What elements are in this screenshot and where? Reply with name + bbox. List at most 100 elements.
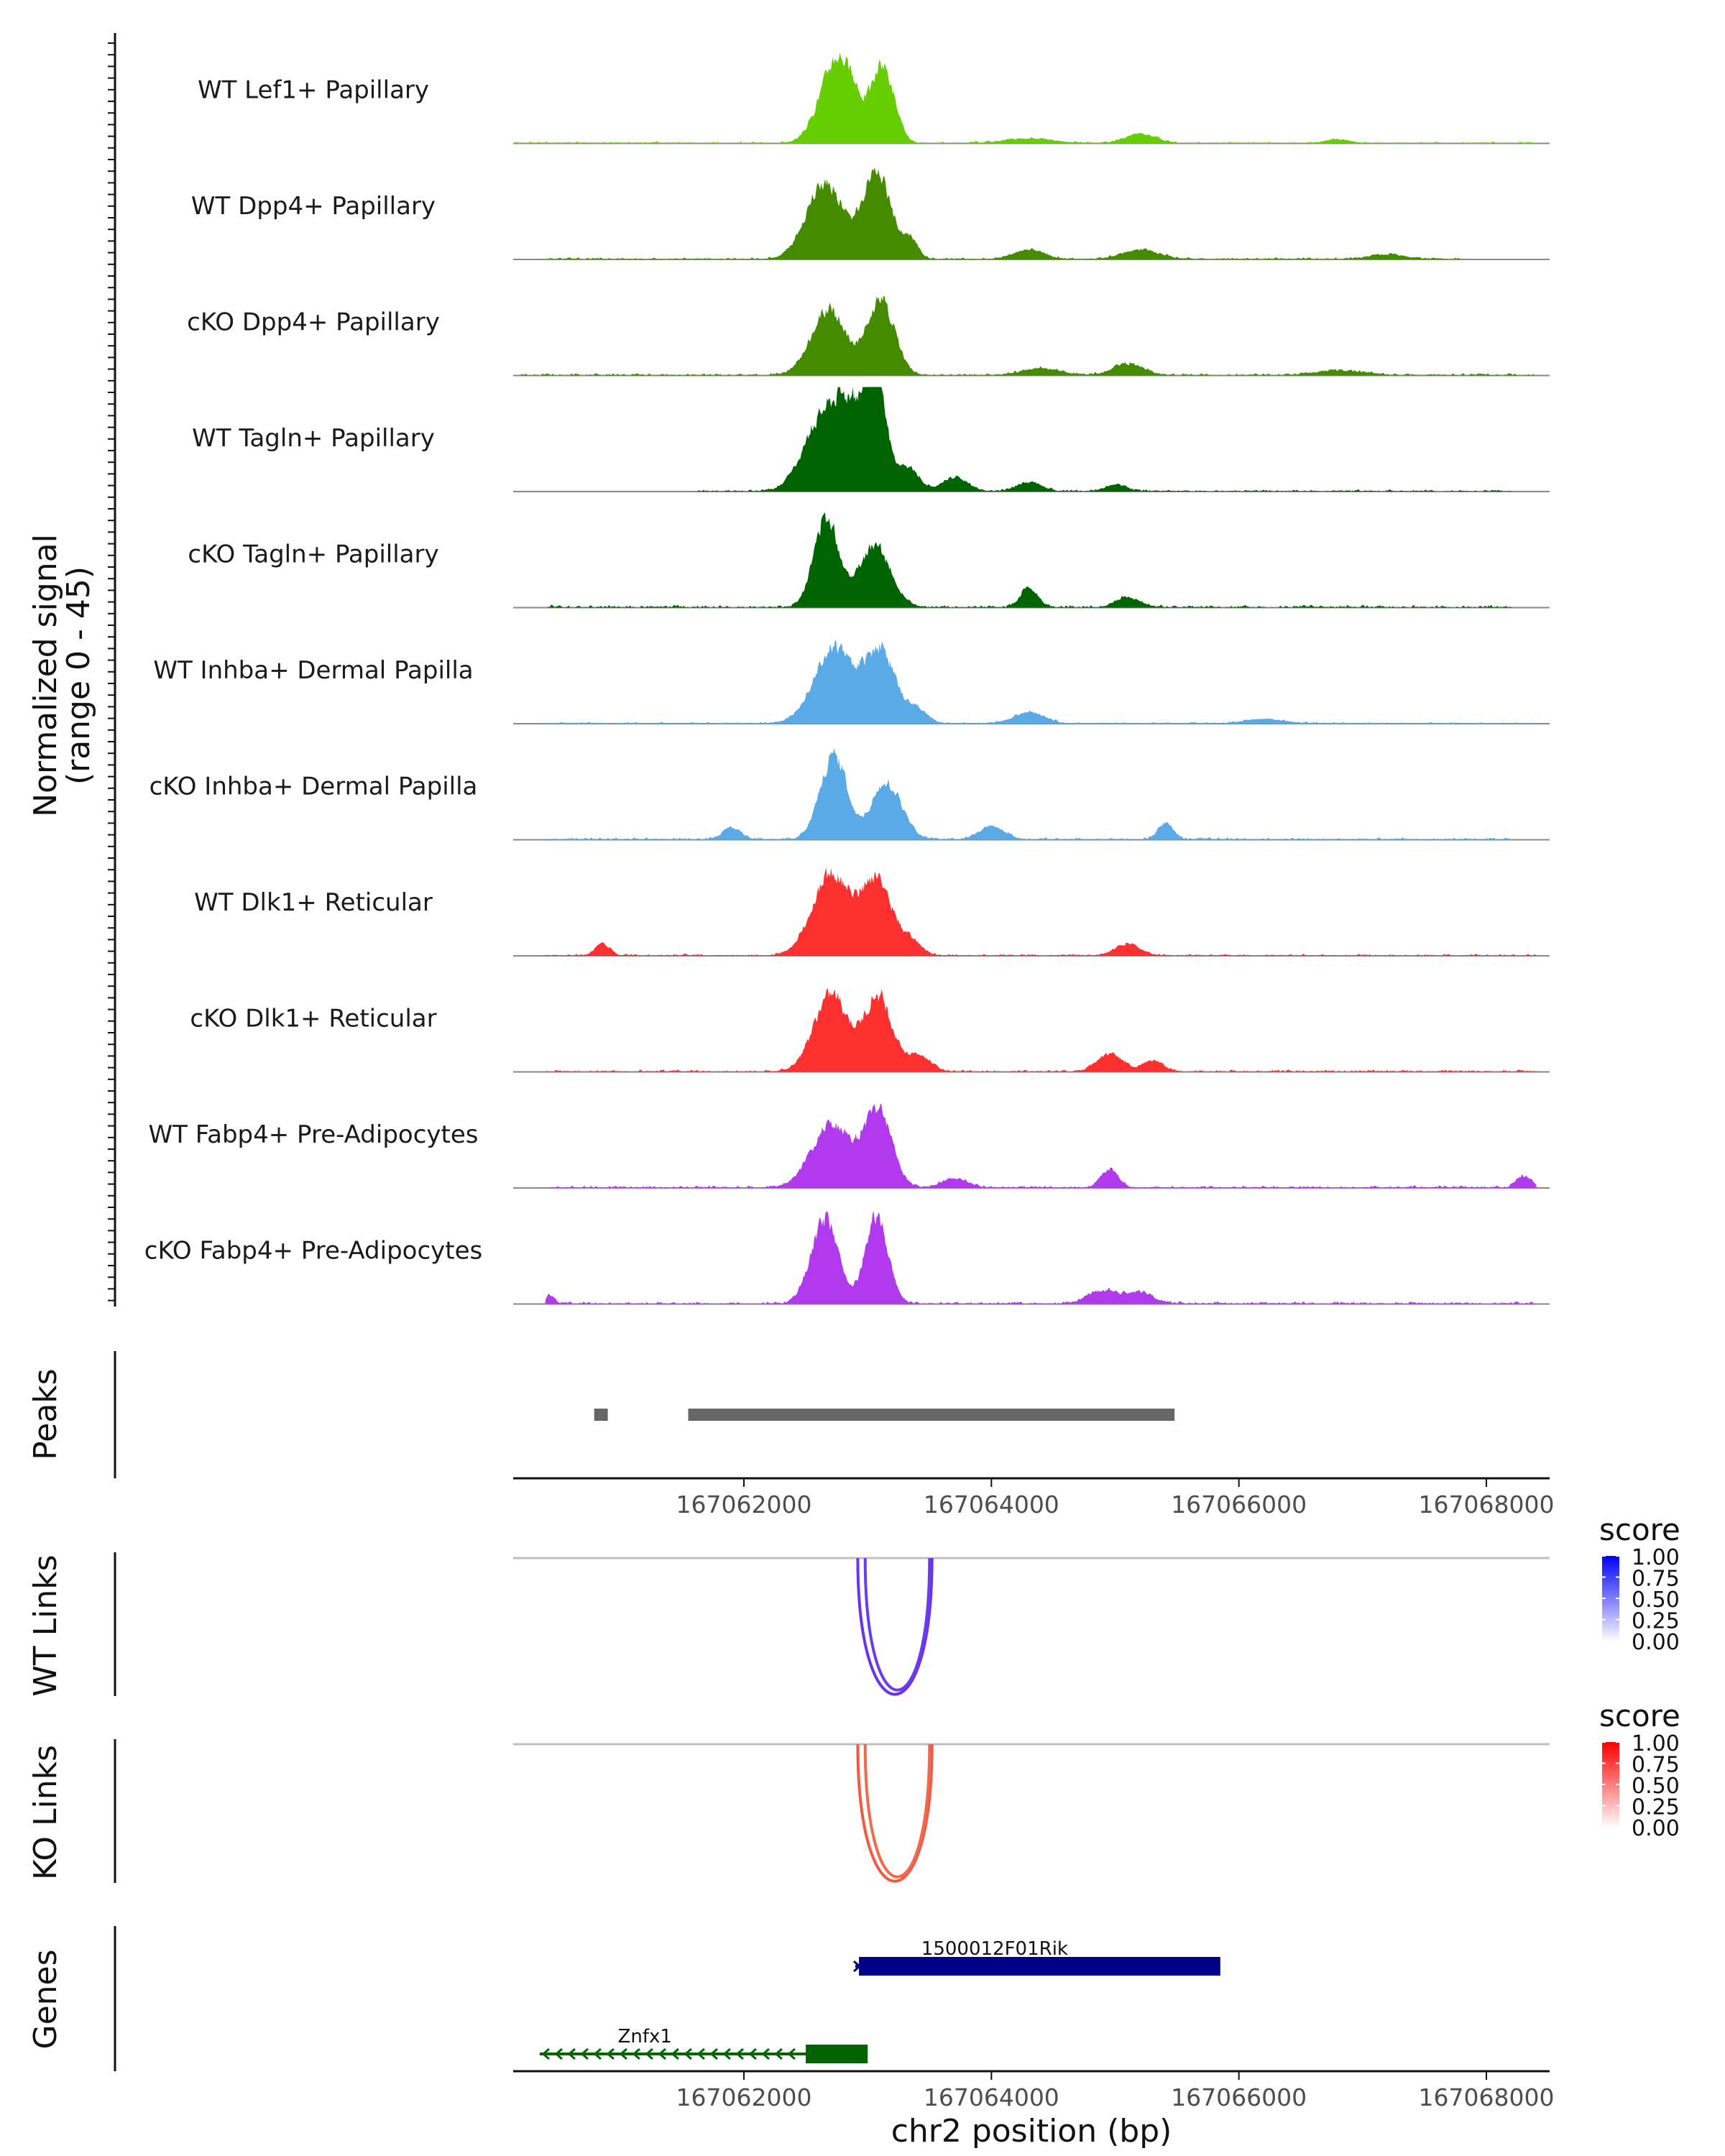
coverage-area <box>513 867 1549 956</box>
coverage-area <box>513 1103 1549 1188</box>
gene-model: Znfx1 <box>539 2026 868 2063</box>
x-tick-label: 167064000 <box>924 1491 1059 1519</box>
link-arc <box>856 1557 934 1696</box>
strand-arrow <box>696 2047 705 2060</box>
genes-track-label: Genes <box>27 1949 64 2049</box>
strand-arrow <box>761 2047 770 2060</box>
coverage-track-label: cKO Fabp4+ Pre-Adipocytes <box>144 1237 483 1266</box>
coverage-area <box>513 640 1549 724</box>
coverage-panel: Normalized signal(range 0 - 45) WT Lef1+ … <box>27 33 1550 1307</box>
coverage-area <box>513 167 1549 259</box>
legend-tick-label: 0.75 <box>1632 1567 1680 1592</box>
coverage-track-label: WT Inhba+ Dermal Papilla <box>153 656 473 685</box>
coverage-area <box>513 512 1549 608</box>
x-tick-label: 167062000 <box>676 2083 812 2111</box>
strand-arrow <box>735 2047 744 2060</box>
coverage-track: WT Tagln+ Papillary <box>192 387 1550 492</box>
strand-arrow <box>748 2047 757 2060</box>
coverage-area <box>513 295 1549 376</box>
coverage-track: WT Fabp4+ Pre-Adipocytes <box>149 1103 1550 1189</box>
x-tick-label: 167068000 <box>1419 1491 1555 1519</box>
link-arc <box>863 1557 932 1692</box>
coverage-area <box>513 1210 1549 1304</box>
strand-arrow <box>722 2047 731 2060</box>
strand-arrow <box>709 2047 718 2060</box>
coverage-area <box>513 52 1549 144</box>
link-track-label: WT Links <box>27 1554 64 1696</box>
strand-arrow <box>671 2047 679 2060</box>
x-tick-label: 167062000 <box>676 1491 812 1519</box>
legend-title: score <box>1599 1698 1680 1733</box>
gene-label: Znfx1 <box>618 2026 672 2047</box>
legend-tick-label: 1.00 <box>1632 1731 1680 1756</box>
coverage-track: cKO Inhba+ Dermal Papilla <box>150 747 1550 841</box>
coverage-area <box>513 387 1549 492</box>
gene-label: 1500012F01Rik <box>921 1938 1068 1960</box>
coverage-track-label: WT Dlk1+ Reticular <box>194 888 433 917</box>
x-tick-label: 167068000 <box>1419 2083 1555 2111</box>
strand-arrow <box>684 2047 692 2060</box>
gene-exon <box>806 2045 868 2063</box>
gene-exon <box>859 1957 1220 1976</box>
legend-tick-label: 0.50 <box>1632 1588 1680 1613</box>
legend-tick-label: 0.25 <box>1632 1795 1680 1820</box>
strand-arrow <box>632 2047 640 2060</box>
legend-tick-label: 1.00 <box>1632 1545 1680 1570</box>
legend-tick-label: 0.00 <box>1632 1816 1680 1841</box>
strand-arrow <box>554 2047 563 2060</box>
strand-arrow <box>787 2047 796 2060</box>
legend-tick-label: 0.25 <box>1632 1609 1680 1634</box>
x-axis-title: chr2 position (bp) <box>891 2113 1172 2150</box>
peaks-panel: Peaks 167062000 167064000 167066000 16706800… <box>27 1351 1554 1519</box>
coverage-area <box>513 747 1549 840</box>
coverage-track: cKO Dpp4+ Papillary <box>187 295 1550 377</box>
coverage-track: cKO Dlk1+ Reticular <box>190 987 1550 1073</box>
legend-tick-label: 0.00 <box>1632 1630 1680 1655</box>
coverage-track-label: cKO Dlk1+ Reticular <box>190 1005 436 1033</box>
strand-arrow <box>774 2047 783 2060</box>
strand-arrow <box>658 2047 666 2060</box>
coverage-track: cKO Fabp4+ Pre-Adipocytes <box>144 1210 1550 1305</box>
strand-arrow <box>619 2047 627 2060</box>
strand-arrow <box>567 2047 576 2060</box>
x-tick-label: 167064000 <box>924 2083 1059 2111</box>
legend-tick-label: 0.75 <box>1632 1753 1680 1778</box>
gene-model: 1500012F01Rik <box>852 1938 1220 1976</box>
legend-tick-label: 0.50 <box>1632 1774 1680 1799</box>
link-arc <box>863 1743 932 1879</box>
strand-arrow <box>541 2047 550 2060</box>
coverage-track: WT Dlk1+ Reticular <box>194 867 1550 957</box>
strand-arrow <box>593 2047 602 2060</box>
link-arc <box>856 1743 934 1883</box>
coverage-track: cKO Tagln+ Papillary <box>188 512 1550 609</box>
legend-title: score <box>1599 1512 1680 1547</box>
signal-axis-subtitle: (range 0 - 45) <box>60 566 97 785</box>
coverage-area <box>513 987 1549 1072</box>
coverage-track-label: cKO Inhba+ Dermal Papilla <box>150 773 478 801</box>
coverage-track-label: WT Lef1+ Papillary <box>198 76 429 105</box>
link-track-label: KO Links <box>27 1745 64 1880</box>
coverage-track-label: cKO Tagln+ Papillary <box>188 540 438 569</box>
x-tick-label: 167066000 <box>1171 2083 1307 2111</box>
strand-arrow <box>580 2047 589 2060</box>
x-tick-label: 167066000 <box>1171 1491 1307 1519</box>
peaks-track-label: Peaks <box>27 1368 64 1460</box>
signal-axis-title: Normalized signal <box>27 534 64 817</box>
coverage-track-label: WT Dpp4+ Papillary <box>191 192 436 221</box>
coverage-track-label: WT Fabp4+ Pre-Adipocytes <box>149 1120 479 1149</box>
strand-arrow <box>645 2047 653 2060</box>
strand-arrow <box>606 2047 615 2060</box>
peak-region <box>594 1409 608 1421</box>
coverage-track-label: cKO Dpp4+ Papillary <box>187 308 440 337</box>
coverage-track: WT Lef1+ Papillary <box>198 52 1550 144</box>
genes-panel: Genes 1500012F01Rik Znfx1 167062000 16706400… <box>27 1926 1554 2150</box>
coverage-track: WT Inhba+ Dermal Papilla <box>153 640 1550 724</box>
coverage-track: WT Dpp4+ Papillary <box>191 167 1550 260</box>
peak-region <box>688 1409 1175 1421</box>
coverage-track-label: WT Tagln+ Papillary <box>192 424 435 453</box>
strand-arrow <box>852 1960 862 1973</box>
